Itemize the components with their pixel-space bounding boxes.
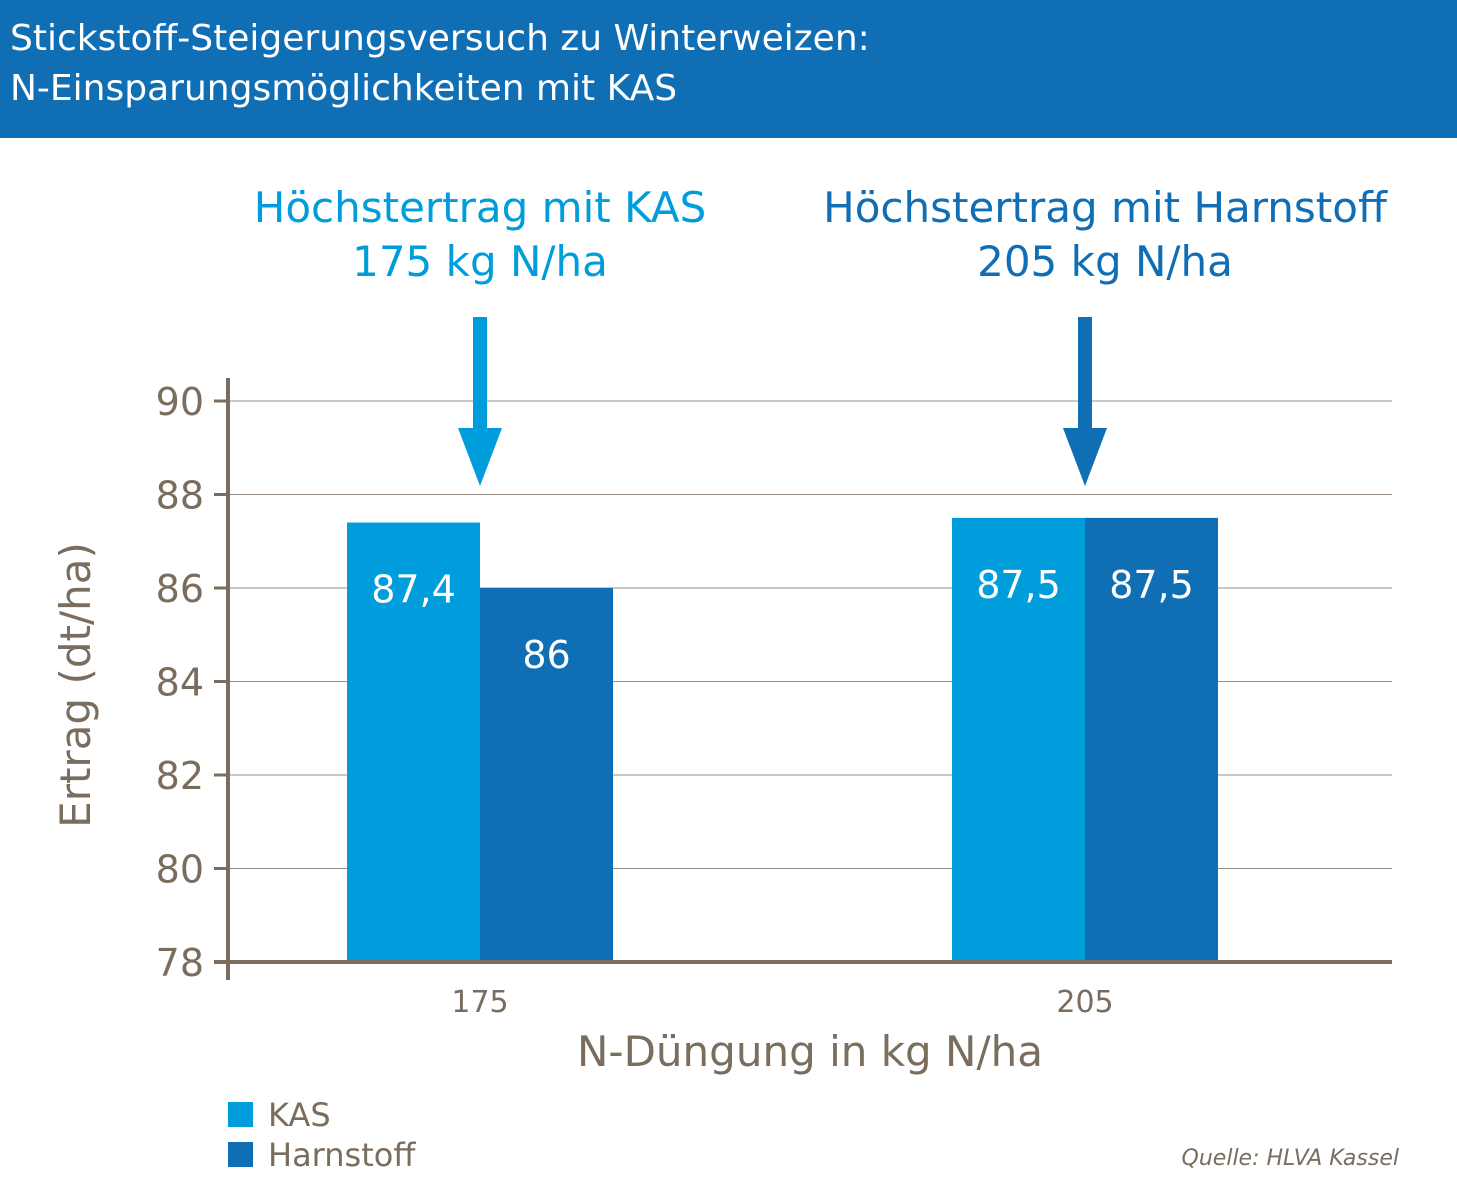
annotation-value: 205 kg N/ha	[977, 237, 1233, 286]
header-banner: Stickstoff-Steigerungsversuch zu Winterw…	[0, 0, 1457, 138]
y-tick-label: 82	[156, 754, 204, 798]
y-tick-label: 88	[156, 474, 204, 518]
legend-label: KAS	[268, 1096, 331, 1134]
annotation-value: 175 kg N/ha	[352, 237, 608, 286]
title-line-2: N-Einsparungsmöglichkeiten mit KAS	[10, 68, 678, 109]
y-tick-label: 78	[156, 941, 204, 985]
bar-harnstoff	[480, 588, 613, 962]
x-tick-label: 205	[1056, 985, 1113, 1020]
bar-data-label: 86	[522, 633, 570, 677]
annotation-title: Höchstertrag mit KAS	[254, 183, 707, 232]
y-tick-label: 80	[156, 848, 204, 892]
bar-kas	[952, 517, 1085, 962]
x-tick-label: 175	[451, 985, 508, 1020]
arrow-shaft	[1078, 317, 1092, 432]
bar-data-label: 87,5	[1109, 563, 1194, 607]
legend-swatch-harnstoff	[228, 1142, 253, 1167]
arrow-shaft	[473, 317, 487, 432]
legend-label: Harnstoff	[268, 1136, 416, 1174]
arrow-down-icon	[1063, 428, 1107, 486]
y-tick-label: 90	[156, 380, 204, 424]
bar-kas	[347, 522, 480, 962]
x-axis-label: N-Düngung in kg N/ha	[577, 1027, 1043, 1076]
arrow-down-icon	[458, 428, 502, 486]
bar-data-label: 87,4	[371, 568, 456, 612]
bar-data-label: 87,5	[976, 563, 1061, 607]
y-axis-label: Ertrag (dt/ha)	[51, 542, 100, 828]
y-tick-label: 84	[156, 661, 204, 705]
title-line-1: Stickstoff-Steigerungsversuch zu Winterw…	[10, 18, 870, 59]
legend-swatch-kas	[228, 1102, 253, 1127]
source-note: Quelle: HLVA Kassel	[1181, 1146, 1399, 1171]
annotation-title: Höchstertrag mit Harnstoff	[823, 183, 1388, 232]
y-tick-label: 86	[156, 567, 204, 611]
bar-harnstoff	[1085, 517, 1218, 962]
